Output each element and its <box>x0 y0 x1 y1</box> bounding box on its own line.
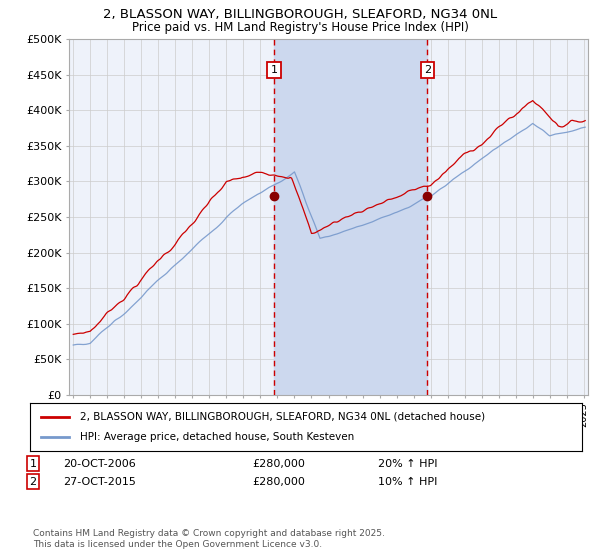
Text: 2: 2 <box>29 477 37 487</box>
Bar <box>274 39 427 395</box>
Text: 2: 2 <box>424 65 431 75</box>
Text: Contains HM Land Registry data © Crown copyright and database right 2025.
This d: Contains HM Land Registry data © Crown c… <box>33 529 385 549</box>
Text: Price paid vs. HM Land Registry's House Price Index (HPI): Price paid vs. HM Land Registry's House … <box>131 21 469 34</box>
Text: 2, BLASSON WAY, BILLINGBOROUGH, SLEAFORD, NG34 0NL (detached house): 2, BLASSON WAY, BILLINGBOROUGH, SLEAFORD… <box>80 412 485 422</box>
Text: 20% ↑ HPI: 20% ↑ HPI <box>378 459 437 469</box>
Text: 1: 1 <box>271 65 278 75</box>
Text: £280,000: £280,000 <box>252 477 305 487</box>
Text: 1: 1 <box>29 459 37 469</box>
Text: HPI: Average price, detached house, South Kesteven: HPI: Average price, detached house, Sout… <box>80 432 354 442</box>
Text: 27-OCT-2015: 27-OCT-2015 <box>63 477 136 487</box>
Text: 20-OCT-2006: 20-OCT-2006 <box>63 459 136 469</box>
Text: £280,000: £280,000 <box>252 459 305 469</box>
Text: 10% ↑ HPI: 10% ↑ HPI <box>378 477 437 487</box>
Text: 2, BLASSON WAY, BILLINGBOROUGH, SLEAFORD, NG34 0NL: 2, BLASSON WAY, BILLINGBOROUGH, SLEAFORD… <box>103 8 497 21</box>
